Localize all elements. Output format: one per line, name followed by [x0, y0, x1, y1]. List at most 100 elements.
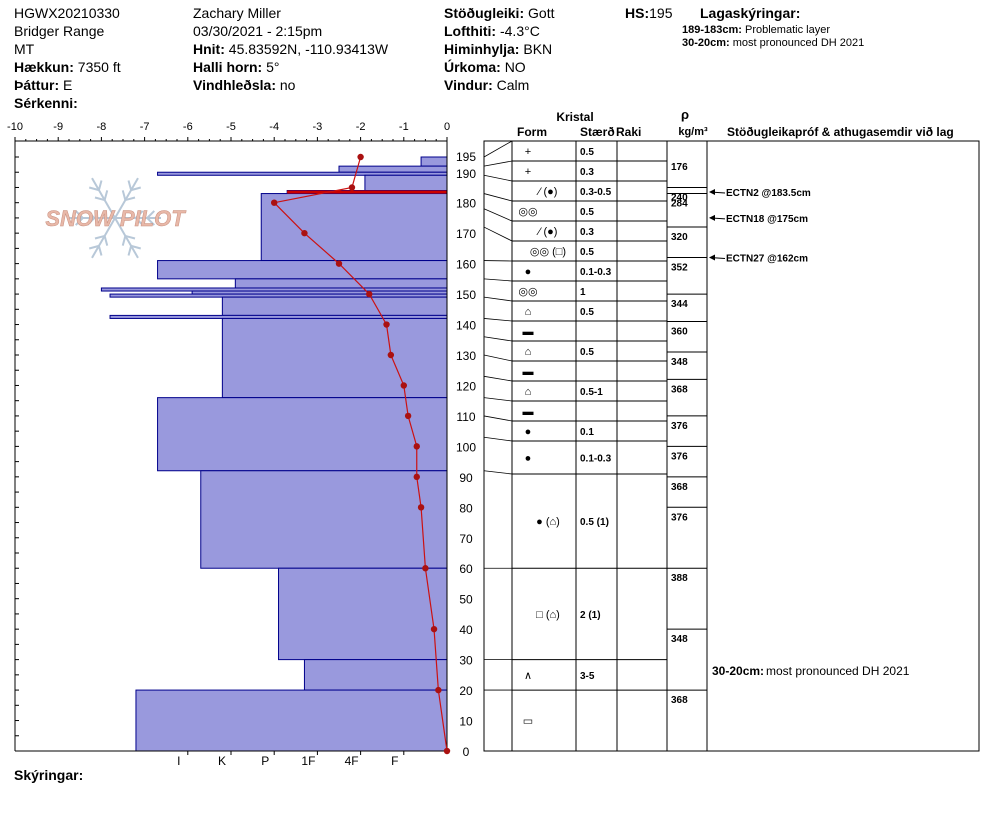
column-form: Form: [517, 125, 547, 139]
density-value: 388: [671, 573, 688, 584]
hardness-bar: [338, 165, 448, 173]
snowflake-branch: [121, 235, 127, 246]
slope-row: Halli horn: 5°: [193, 58, 388, 76]
test-arrowhead: [709, 254, 715, 261]
snowflake-branch: [103, 190, 109, 201]
snowflake-arm: [114, 217, 139, 259]
layer-form: ●: [525, 426, 532, 438]
precip-row: Úrkoma: NO: [444, 58, 554, 76]
column-moisture: Raki: [616, 125, 641, 139]
layer-form: ▬: [523, 366, 534, 378]
temp-tick-label: -8: [97, 121, 107, 133]
depth-tick-label: 70: [459, 532, 473, 546]
slope-value: 5°: [266, 59, 280, 75]
snowflake-branch: [75, 210, 84, 219]
hardness-bar: [221, 296, 448, 316]
hardness-bar: [157, 397, 448, 472]
layer-note-1-text: Problematic layer: [745, 24, 830, 36]
layer-form: ⁄ (●): [536, 186, 558, 198]
snowflake-branch: [97, 180, 103, 191]
density-value: 344: [671, 299, 688, 310]
snowflake-arm: [91, 217, 116, 259]
depth-tick-label: 195: [456, 150, 476, 164]
snowflake-icon: [69, 177, 161, 259]
hardness-tick-label: 4F: [345, 754, 359, 768]
temp-tick-label: -4: [269, 121, 279, 133]
coords-value: 45.83592N, -110.93413W: [228, 41, 389, 57]
column-rho: ρ: [681, 107, 689, 122]
layer-size: 1: [580, 287, 586, 298]
layer-form: □ (⌂): [536, 609, 560, 621]
snowflake-branch: [130, 244, 142, 250]
range-name: Bridger Range: [14, 23, 105, 39]
table-frame: [483, 140, 980, 752]
layer-connector: [483, 174, 513, 182]
wind-value: Calm: [496, 77, 530, 93]
depth-tick-label: 180: [456, 197, 476, 211]
stability-value: Gott: [528, 5, 555, 21]
hardness-tick-label: 1F: [301, 754, 315, 768]
coords-label: Hnit:: [193, 41, 225, 57]
hs-row: HS:195: [625, 4, 672, 22]
density-value: 240: [671, 192, 688, 203]
sky-row: Himinhylja: BKN: [444, 40, 554, 58]
temp-tick-label: -3: [313, 121, 323, 133]
wind-loading-label: Vindhleðsla:: [193, 77, 276, 93]
test-label: ECTN18 @175cm: [726, 214, 808, 225]
layer-connector: [483, 375, 513, 382]
hardness-bar: [221, 317, 448, 399]
layer-form: ⌂: [525, 386, 532, 398]
temperature-point: [387, 351, 395, 359]
depth-tick-label: 30: [459, 654, 473, 668]
layer-form: ▭: [523, 716, 533, 728]
temperature-point: [443, 747, 451, 755]
density-value: 368: [671, 384, 688, 395]
wind-row: Vindur: Calm: [444, 76, 554, 94]
layer-connector: [483, 354, 513, 362]
hardness-bar: [364, 174, 448, 192]
layer-connector: [483, 470, 513, 475]
density-value: 368: [671, 695, 688, 706]
temp-tick-label: -9: [53, 121, 63, 133]
layer-form: ⁄ (●): [536, 226, 558, 238]
snowflake-branch: [121, 190, 127, 201]
snowpilot-logo: SNOW PILOT: [45, 177, 186, 259]
density-value: 352: [671, 263, 688, 274]
layer-size: 0.5 (1): [580, 517, 609, 528]
layer-form: ◎◎ (□): [530, 246, 566, 258]
air-temp-row: Lofthiti: -4.3°C: [444, 22, 554, 40]
layer-form: ● (⌂): [536, 516, 560, 528]
hardness-bar: [278, 567, 448, 661]
precip-value: NO: [504, 59, 526, 75]
column-size: Stærð: [580, 125, 615, 139]
depth-tick-label: 120: [456, 379, 476, 393]
temp-tick-label: -1: [399, 121, 409, 133]
snowflake-branch: [130, 186, 142, 192]
hardness-bars: [100, 156, 448, 752]
temperature-point: [413, 473, 420, 481]
temperature-point: [366, 290, 373, 298]
layer-size: 0.1: [580, 427, 594, 438]
footer-notes: Skýringar:: [14, 766, 83, 784]
snowflake-branch: [86, 210, 96, 219]
layer-form: ◎◎: [518, 206, 537, 218]
layer-form: +: [525, 166, 531, 178]
temperature-profile: [271, 153, 451, 755]
test-label: ECTN2 @183.5cm: [726, 188, 811, 199]
temperature-point: [404, 412, 412, 420]
snowflake-branch: [146, 217, 155, 226]
temp-tick-label: -2: [356, 121, 366, 133]
depth-tick-label: 10: [459, 715, 473, 729]
snowflake-branch: [86, 217, 96, 226]
density-value: 176: [671, 162, 688, 173]
hardness-bar: [234, 278, 448, 289]
depth-tick-label: 130: [456, 349, 476, 363]
logo-text: SNOW PILOT: [45, 206, 186, 231]
hs-label: HS:: [625, 5, 650, 21]
temp-tick-label: -7: [140, 121, 150, 133]
layer-note-1: 189-183cm: Problematic layer: [682, 24, 864, 37]
test-arrowhead: [709, 214, 715, 221]
layer-comment-text: most pronounced DH 2021: [766, 664, 910, 678]
snowflake-branch: [94, 234, 105, 240]
layer-size: 2 (1): [580, 610, 601, 621]
